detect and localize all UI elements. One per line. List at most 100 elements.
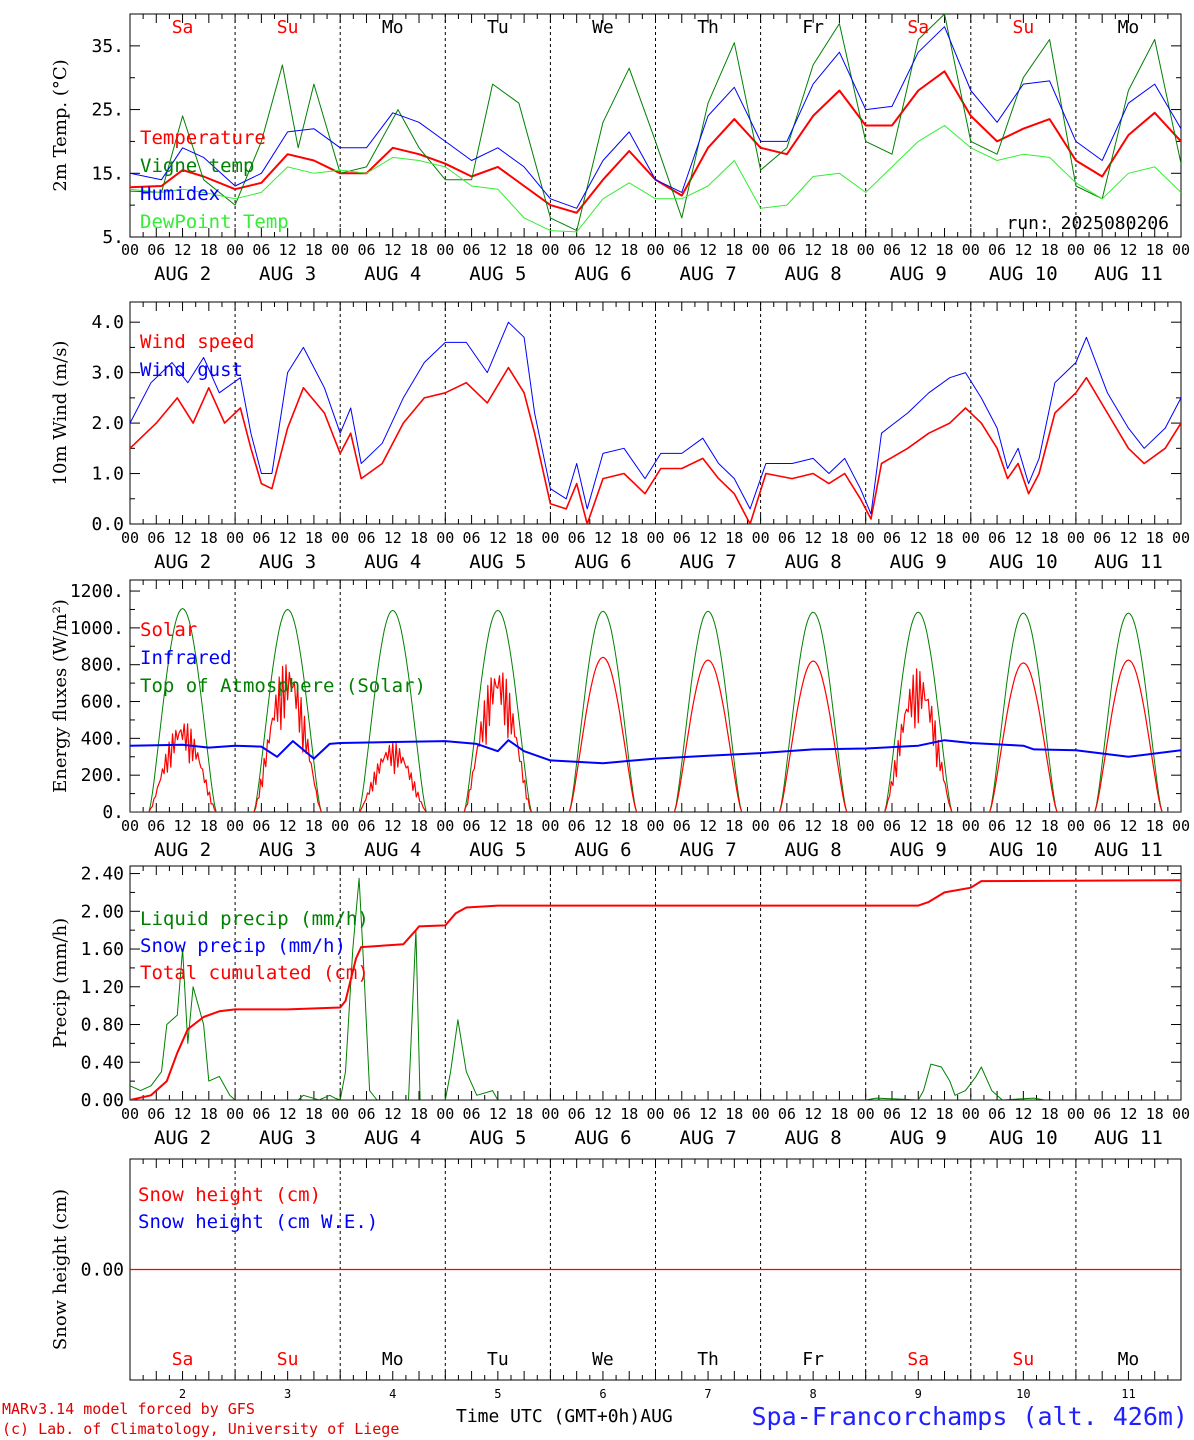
hour-tick-label: 00 — [752, 817, 770, 835]
humidex-line — [130, 26, 1181, 209]
infrared-line — [130, 739, 1181, 765]
lab-credit-line: (c) Lab. of Climatology, University of L… — [2, 1420, 400, 1438]
hour-tick-label: 12 — [384, 817, 402, 835]
y-tick-label: 5. — [102, 227, 124, 248]
station-title: Spa-Francorchamps (alt. 426m) — [751, 1402, 1189, 1431]
weekday-label: Sa — [907, 17, 929, 38]
hour-tick-label: 18 — [410, 529, 428, 547]
hour-tick-label: 00 — [1172, 529, 1190, 547]
y-tick-label: 2.0 — [91, 413, 124, 434]
weekday-label: Mo — [1118, 17, 1140, 38]
day-label: AUG 10 — [989, 551, 1058, 573]
day-label: AUG 8 — [785, 263, 842, 285]
weekday-label: Tu — [487, 1349, 509, 1370]
hour-tick-label: 00 — [857, 241, 875, 259]
hour-tick-label: 18 — [1041, 817, 1059, 835]
day-label: AUG 11 — [1094, 839, 1163, 861]
hour-tick-label: 18 — [410, 817, 428, 835]
day-label: AUG 2 — [154, 551, 211, 573]
hour-tick-label: 06 — [883, 1105, 901, 1123]
y-tick-label: 0.0 — [91, 514, 124, 535]
day-label: AUG 4 — [364, 263, 421, 285]
hour-tick-label: 00 — [646, 1105, 664, 1123]
legend-entry: Snow height (cm) — [138, 1184, 321, 1206]
wind-gust-line — [130, 321, 1181, 515]
hour-tick-label: 06 — [988, 817, 1006, 835]
day-label: AUG 7 — [679, 263, 736, 285]
hour-tick-label: 06 — [1093, 817, 1111, 835]
hour-tick-label: 00 — [226, 529, 244, 547]
hour-tick-label: 00 — [436, 241, 454, 259]
hour-tick-label: 12 — [489, 241, 507, 259]
hour-tick-label: 06 — [673, 529, 691, 547]
hour-tick-label: 18 — [515, 1105, 533, 1123]
hour-tick-label: 12 — [804, 529, 822, 547]
hour-tick-label: 18 — [1041, 529, 1059, 547]
day-label: AUG 6 — [574, 263, 631, 285]
hour-tick-label: 06 — [147, 1105, 165, 1123]
weekday-label: Th — [697, 17, 719, 38]
day-label: AUG 9 — [890, 839, 947, 861]
hour-tick-label: 06 — [357, 817, 375, 835]
weekday-label: Sa — [172, 1349, 194, 1370]
hour-tick-label: 12 — [174, 241, 192, 259]
y-tick-label: 3.0 — [91, 363, 124, 384]
y-tick-label: 25. — [91, 100, 124, 121]
day-label: AUG 11 — [1094, 263, 1163, 285]
hour-tick-label: 06 — [357, 241, 375, 259]
hour-tick-label: 12 — [279, 817, 297, 835]
wind-speed-line — [130, 366, 1181, 524]
day-label: AUG 4 — [364, 551, 421, 573]
hour-tick-label: 00 — [646, 241, 664, 259]
bottom-day-number: 5 — [494, 1387, 501, 1401]
y-axis-title: Precip (mm/h) — [50, 918, 71, 1048]
hour-tick-label: 18 — [1146, 817, 1164, 835]
hour-tick-label: 06 — [147, 817, 165, 835]
hour-tick-label: 00 — [436, 529, 454, 547]
y-tick-label: 4.0 — [91, 312, 124, 333]
hour-tick-label: 06 — [673, 1105, 691, 1123]
y-tick-label: 1.20 — [81, 977, 124, 998]
hour-tick-label: 00 — [541, 241, 559, 259]
day-label: AUG 10 — [989, 839, 1058, 861]
hour-tick-label: 00 — [752, 241, 770, 259]
bottom-day-number: 10 — [1016, 1387, 1030, 1401]
hour-tick-label: 06 — [568, 1105, 586, 1123]
hour-tick-label: 12 — [594, 241, 612, 259]
hour-tick-label: 00 — [962, 241, 980, 259]
hour-tick-label: 00 — [436, 1105, 454, 1123]
hour-tick-label: 06 — [252, 529, 270, 547]
day-label: AUG 6 — [574, 1127, 631, 1149]
weekday-label: Mo — [1118, 1349, 1140, 1370]
hour-tick-label: 18 — [830, 1105, 848, 1123]
y-tick-label: 400. — [81, 728, 124, 749]
hour-tick-label: 18 — [1146, 529, 1164, 547]
hour-tick-label: 00 — [121, 529, 139, 547]
day-label: AUG 5 — [469, 839, 526, 861]
y-tick-label: 1.0 — [91, 464, 124, 485]
hour-tick-label: 12 — [909, 817, 927, 835]
hour-tick-label: 00 — [962, 817, 980, 835]
hour-tick-label: 18 — [935, 241, 953, 259]
legend-entry: Infrared — [140, 647, 232, 669]
hour-tick-label: 00 — [331, 241, 349, 259]
hour-tick-label: 00 — [1172, 1105, 1190, 1123]
hour-tick-label: 18 — [620, 529, 638, 547]
day-label: AUG 7 — [679, 839, 736, 861]
hour-tick-label: 06 — [252, 241, 270, 259]
hour-tick-label: 12 — [699, 241, 717, 259]
hour-tick-label: 12 — [279, 241, 297, 259]
legend-entry: Wind gust — [140, 359, 243, 381]
legend-entry: Top of Atmosphere (Solar) — [140, 675, 426, 697]
legend-entry: DewPoint Temp — [140, 211, 289, 233]
legend-entry: Wind speed — [140, 331, 254, 353]
weekday-label: Su — [1013, 1349, 1035, 1370]
bottom-day-number: 6 — [599, 1387, 606, 1401]
hour-tick-label: 12 — [699, 529, 717, 547]
bottom-day-number: 7 — [704, 1387, 711, 1401]
hour-tick-label: 06 — [568, 529, 586, 547]
hour-tick-label: 12 — [174, 817, 192, 835]
hour-tick-label: 06 — [1093, 241, 1111, 259]
weekday-label: We — [592, 1349, 614, 1370]
hour-tick-label: 18 — [200, 817, 218, 835]
